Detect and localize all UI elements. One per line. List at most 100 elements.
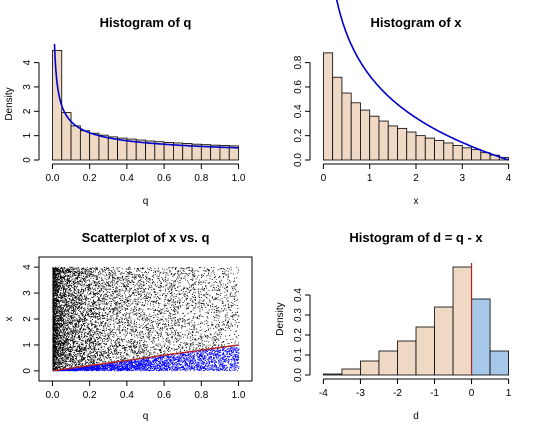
y-axis: 0 1 2 3 4 [22, 264, 40, 374]
y-axis-label: Density [4, 87, 15, 120]
bar [471, 298, 491, 376]
bar [323, 373, 343, 376]
bar [79, 130, 91, 161]
y-tick-label: 0.8 [293, 55, 304, 69]
bar [415, 326, 435, 376]
y-tick-label: 4 [22, 59, 33, 65]
bar [350, 102, 361, 161]
x-tick-label: -4 [319, 388, 328, 399]
bar [461, 147, 472, 161]
bar [434, 140, 445, 161]
x-tick-label: 0.2 [83, 390, 97, 401]
x-tick-label: 0.8 [194, 390, 208, 401]
chart-title: Histogram of d = q - x [349, 230, 483, 245]
density-curve [53, 43, 239, 149]
bar [89, 132, 100, 161]
y-tick-label: 0.4 [293, 288, 304, 302]
x-axis-label: q [143, 411, 149, 422]
x-tick-label: 0.0 [45, 173, 59, 184]
bar [471, 149, 482, 161]
panel-scatter_xq: 0.0 0.2 0.4 0.6 0.8 1.0 0 1 2 3 4 Scatterplot of x … [4, 230, 253, 422]
y-tick-label: 1 [22, 342, 33, 348]
points-above [52, 266, 240, 372]
bar [452, 266, 472, 376]
bar [52, 50, 63, 161]
y-tick-label: 0.1 [293, 348, 304, 362]
x-tick-label: 0.4 [120, 390, 134, 401]
bar [378, 120, 389, 161]
y-axis-label: Density [275, 302, 286, 335]
bar [369, 115, 380, 161]
bar [443, 142, 454, 161]
bar [397, 340, 417, 376]
bar [360, 360, 380, 376]
bar [397, 127, 408, 161]
bar [341, 92, 352, 161]
x-axis: 0 1 2 3 4 [321, 163, 512, 184]
reference-line [52, 344, 239, 372]
y-axis-label: x [4, 317, 15, 322]
bar [323, 52, 334, 161]
x-axis: -4 -3 -2 -1 0 1 [319, 378, 512, 399]
bar [228, 145, 239, 161]
bar [70, 125, 81, 161]
bar [360, 109, 371, 161]
bar [332, 76, 343, 161]
x-tick-label: 1 [367, 173, 373, 184]
x-axis: 0.0 0.2 0.4 0.6 0.8 1.0 [45, 163, 246, 184]
x-tick-label: -2 [393, 388, 402, 399]
panel-hist_x: 0 1 2 3 4 0.0 0.2 0.4 0.6 0.8 Histogram of x x [293, 0, 512, 207]
x-axis-label: q [143, 196, 149, 207]
bar [489, 350, 509, 376]
x-tick-label: 0.0 [45, 390, 59, 401]
y-axis: 0 1 2 3 4 [22, 59, 40, 163]
bar [117, 137, 128, 161]
y-tick-label: 1 [22, 132, 33, 138]
panel-hist_q: 0.0 0.2 0.4 0.6 0.8 1.0 0 1 2 3 4 Histogram of q q De… [4, 15, 246, 207]
x-tick-label: 2 [413, 173, 419, 184]
bar [98, 134, 109, 161]
y-tick-label: 0.4 [293, 104, 304, 118]
bar [406, 131, 417, 161]
x-tick-label: -3 [356, 388, 365, 399]
x-tick-label: 1 [506, 388, 512, 399]
chart-title: Histogram of x [370, 15, 462, 30]
x-tick-label: 0.8 [194, 173, 208, 184]
y-axis: 0.0 0.2 0.4 0.6 0.8 [293, 55, 311, 167]
bar [387, 125, 398, 161]
x-tick-label: 0.2 [83, 173, 97, 184]
x-axis: 0.0 0.2 0.4 0.6 0.8 1.0 [45, 380, 246, 401]
y-tick-label: 0 [22, 368, 33, 374]
x-tick-label: 0.6 [157, 173, 171, 184]
y-tick-label: 3 [22, 290, 33, 296]
y-tick-label: 0.0 [293, 153, 304, 167]
bar [107, 136, 118, 161]
x-axis-label: x [414, 196, 419, 207]
y-tick-label: 0.3 [293, 308, 304, 322]
y-tick-label: 0 [22, 157, 33, 163]
x-axis-label: d [413, 411, 419, 422]
bar [415, 135, 426, 161]
bar [424, 137, 435, 161]
bar [341, 368, 361, 376]
chart-title: Histogram of q [100, 15, 192, 30]
x-tick-label: 0.4 [120, 173, 134, 184]
bar [378, 350, 398, 376]
y-tick-label: 0.0 [293, 368, 304, 382]
y-tick-label: 0.2 [293, 128, 304, 142]
y-tick-label: 0.6 [293, 80, 304, 94]
x-tick-label: 1.0 [232, 390, 246, 401]
y-tick-label: 2 [22, 108, 33, 114]
panel-hist_d: -4 -3 -2 -1 0 1 0.0 0.1 0.2 0.3 0.4 Histogram of d … [275, 230, 512, 422]
x-tick-label: 4 [506, 173, 512, 184]
x-tick-label: 0.6 [157, 390, 171, 401]
chart-title: Scatterplot of x vs. q [82, 230, 210, 245]
y-tick-label: 4 [22, 264, 33, 270]
bar [434, 306, 454, 376]
x-tick-label: 3 [460, 173, 466, 184]
x-tick-label: 1.0 [232, 173, 246, 184]
y-tick-label: 0.2 [293, 328, 304, 342]
x-tick-label: 0 [469, 388, 475, 399]
bar [452, 144, 463, 161]
